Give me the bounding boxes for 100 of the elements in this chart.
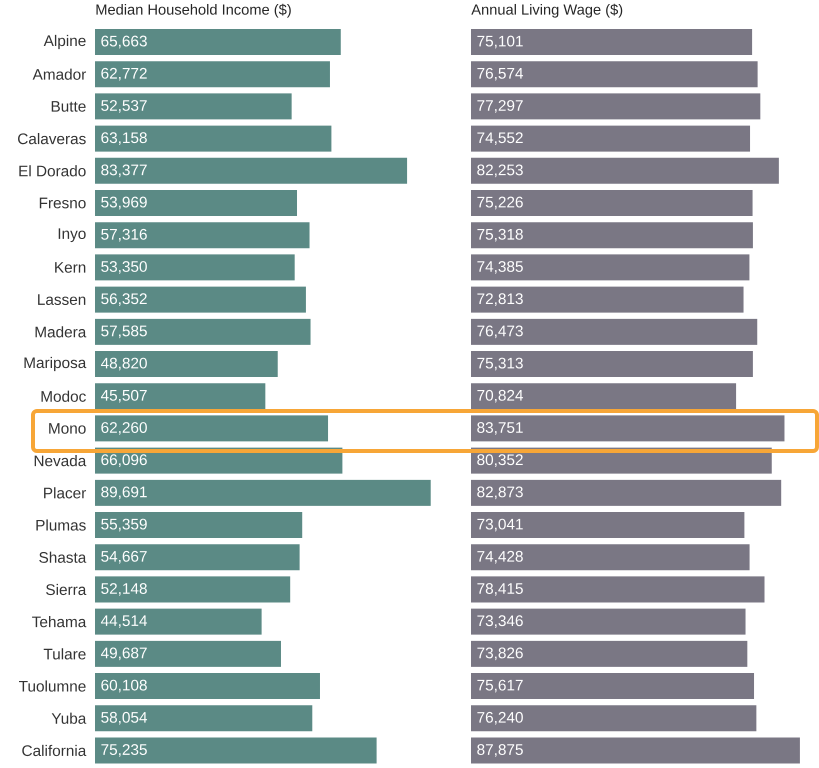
data-label: 54,667 [101,550,147,564]
y-tick-label: El Dorado [19,165,86,176]
data-label: 74,428 [477,550,523,564]
data-label: 75,313 [477,358,523,370]
y-tick-label: Mono [49,423,86,434]
bar [95,705,312,732]
bar [95,576,290,602]
data-label: 66,096 [101,454,147,467]
bar [471,576,765,602]
data-label: 57,585 [101,325,147,338]
bar [95,126,332,152]
data-label: 55,359 [101,518,147,532]
bar [95,93,292,120]
bar [471,29,752,55]
data-label: 70,824 [477,390,524,403]
bar [471,286,744,313]
data-label: 73,041 [477,518,523,532]
bar [471,737,800,764]
data-label: 82,253 [477,164,523,178]
data-label: 78,415 [477,583,523,596]
bar [471,126,750,152]
y-tick-label: Tehama [32,616,86,628]
bar [95,190,298,216]
data-label: 72,813 [477,293,523,306]
data-label: 74,552 [477,132,523,145]
y-tick-label: Shasta [39,552,86,563]
data-label: 76,240 [477,712,523,725]
data-label: 75,235 [101,744,147,757]
data-label: 57,316 [101,228,147,242]
bar [95,318,311,345]
data-label: 53,969 [101,196,147,210]
bar [95,512,302,538]
bar [95,61,330,88]
data-label: 82,873 [477,486,523,500]
bar [471,512,744,538]
y-tick-label: Calaveras [18,132,86,144]
data-label: 75,226 [477,196,523,210]
y-tick-label: Plumas [36,519,86,531]
y-tick-label: Nevada [34,455,86,466]
bar [95,222,310,248]
bar [95,29,341,55]
bar [95,383,266,410]
y-tick-label: Mariposa [24,356,86,372]
y-tick-label: Tuolumne [19,680,86,692]
y-tick-label: Yuba [52,712,86,724]
bar [471,190,753,216]
bar [471,544,750,570]
data-label: 80,352 [477,454,523,467]
data-label: 63,158 [101,132,147,145]
data-label: 65,663 [101,36,147,48]
data-label: 75,318 [477,228,523,242]
bar [471,351,753,378]
y-tick-label: Inyo [58,228,86,242]
bar [471,383,736,410]
bar [471,158,779,184]
y-tick-label: Kern [55,262,86,273]
data-label: 83,377 [101,164,147,178]
data-label: 73,346 [477,615,523,628]
data-label: 89,691 [101,486,147,500]
bar [471,254,750,280]
data-label: 83,751 [477,422,523,435]
data-label: 77,297 [477,100,523,113]
y-tick-label: Lassen [38,294,86,305]
data-label: 48,820 [100,358,147,370]
data-label: 60,108 [101,680,147,692]
data-label: 87,875 [477,744,523,757]
bar [95,737,377,764]
bar [95,286,306,313]
data-label: 75,617 [477,680,523,692]
data-label: 52,148 [101,583,147,596]
data-label: 76,473 [477,325,523,338]
bar [95,415,328,442]
bar [471,640,748,667]
bar [471,480,782,506]
bar [471,222,753,248]
y-tick-label: Butte [52,101,86,112]
data-label: 49,687 [100,648,147,660]
bar [95,254,295,280]
data-label: 73,826 [477,648,523,660]
y-tick-label: California [22,744,86,756]
bar [471,61,758,88]
data-label: 62,260 [101,422,147,435]
y-tick-label: Fresno [40,198,86,208]
bar [95,480,431,506]
bar [95,158,408,184]
data-label: 74,385 [477,261,523,274]
bar [471,93,760,120]
y-tick-label: Madera [36,326,86,338]
data-label: 44,514 [100,615,148,628]
bar [471,608,746,635]
bar [95,351,278,378]
bar [471,673,754,700]
bar [471,415,784,442]
data-label: 53,350 [101,261,147,274]
data-label: 76,574 [477,68,524,81]
bar [95,608,262,635]
chart-title: Annual Living Wage ($) [471,4,622,18]
data-label: 56,352 [101,293,147,306]
bar [95,640,281,667]
y-tick-label: Tulare [44,648,86,660]
